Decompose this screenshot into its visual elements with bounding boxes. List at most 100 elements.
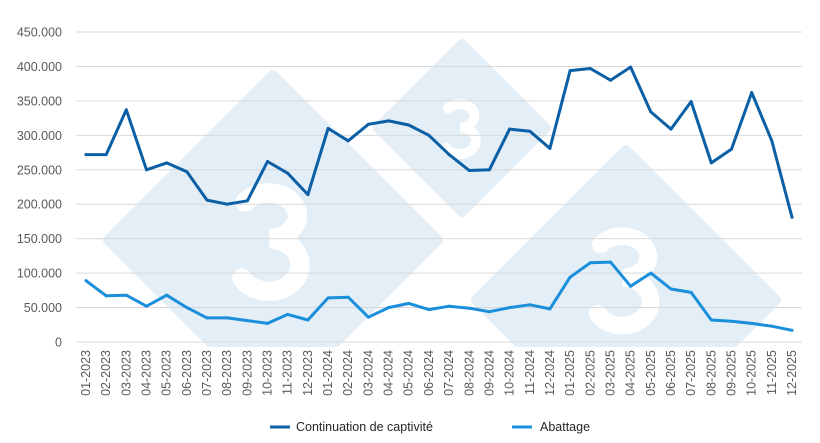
data-point: [709, 161, 713, 165]
data-point: [225, 316, 229, 320]
x-tick-label: 09-2023: [240, 350, 254, 396]
y-tick-label: 50.000: [24, 301, 62, 315]
x-tick-label: 10-2024: [503, 350, 517, 396]
data-point: [649, 110, 653, 114]
y-tick-label: 450.000: [17, 26, 62, 40]
data-point: [124, 293, 128, 297]
data-point: [508, 127, 512, 131]
data-point: [84, 279, 88, 283]
data-point: [84, 153, 88, 157]
data-point: [608, 78, 612, 82]
legend-label: Abattage: [540, 420, 590, 434]
series-line-continuation: [84, 65, 794, 219]
data-point: [548, 307, 552, 311]
data-point: [225, 202, 229, 206]
data-point: [366, 122, 370, 126]
data-point: [790, 215, 794, 219]
data-point: [286, 312, 290, 316]
data-point: [669, 127, 673, 131]
data-point: [306, 193, 310, 197]
data-point: [346, 139, 350, 143]
series-lines: [84, 65, 794, 332]
watermark-glyph-icon: [441, 99, 481, 160]
data-point: [104, 153, 108, 157]
x-tick-label: 06-2025: [664, 350, 678, 396]
x-tick-label: 12-2023: [301, 350, 315, 396]
x-tick-label: 09-2024: [482, 350, 496, 396]
data-point: [346, 295, 350, 299]
x-tick-label: 02-2024: [341, 350, 355, 396]
x-tick-label: 07-2023: [200, 350, 214, 396]
x-tick-label: 02-2025: [583, 350, 597, 396]
x-tick-label: 05-2025: [644, 350, 658, 396]
x-axis-ticks: 01-2023 02-2023 03-2023 04-2023 05-2023 06-20…: [79, 350, 799, 396]
x-tick-label: 07-2025: [684, 350, 698, 396]
data-point: [750, 91, 754, 95]
data-point: [366, 315, 370, 319]
y-axis-ticks: 0 50.000 100.000 150.000 200.000 250.000 300.0…: [17, 26, 62, 350]
x-tick-label: 06-2023: [180, 350, 194, 396]
data-point: [326, 126, 330, 130]
x-tick-label: 07-2024: [442, 350, 456, 396]
data-point: [467, 306, 471, 310]
x-tick-label: 04-2023: [140, 350, 154, 396]
data-point: [165, 293, 169, 297]
data-point: [528, 129, 532, 133]
data-point: [729, 319, 733, 323]
data-point: [245, 319, 249, 323]
legend-item: Abattage: [512, 420, 590, 434]
data-point: [124, 108, 128, 112]
x-tick-label: 05-2023: [160, 350, 174, 396]
data-point: [165, 161, 169, 165]
y-tick-label: 350.000: [17, 94, 62, 108]
gridlines: [76, 31, 802, 343]
x-tick-label: 11-2025: [765, 350, 779, 395]
x-tick-label: 02-2023: [99, 350, 113, 396]
data-point: [467, 168, 471, 172]
y-tick-label: 300.000: [17, 129, 62, 143]
data-point: [750, 321, 754, 325]
data-point: [427, 133, 431, 137]
x-tick-label: 03-2025: [603, 350, 617, 396]
watermark-logo: [103, 39, 781, 347]
y-tick-label: 200.000: [17, 198, 62, 212]
data-point: [306, 318, 310, 322]
x-tick-label: 04-2025: [624, 350, 638, 396]
x-tick-label: 08-2023: [220, 350, 234, 396]
y-tick-label: 400.000: [17, 60, 62, 74]
data-point: [629, 65, 633, 69]
data-point: [689, 100, 693, 104]
data-point: [427, 308, 431, 312]
data-point: [508, 306, 512, 310]
data-point: [669, 287, 673, 291]
x-tick-label: 11-2024: [523, 350, 537, 395]
data-point: [568, 275, 572, 279]
data-point: [387, 119, 391, 123]
x-tick-label: 04-2024: [382, 350, 396, 396]
data-point: [528, 303, 532, 307]
watermark-diamond: [471, 145, 781, 347]
data-point: [104, 294, 108, 298]
data-point: [790, 328, 794, 332]
data-point: [286, 171, 290, 175]
x-tick-label: 09-2025: [724, 350, 738, 396]
x-tick-label: 08-2024: [462, 350, 476, 396]
legend-item: Continuation de captivité: [270, 420, 433, 434]
y-tick-label: 150.000: [17, 232, 62, 246]
data-point: [447, 153, 451, 157]
x-tick-label: 12-2024: [543, 350, 557, 396]
x-tick-label: 12-2025: [785, 350, 799, 396]
data-point: [548, 146, 552, 150]
x-tick-label: 08-2025: [704, 350, 718, 396]
data-point: [185, 170, 189, 174]
data-point: [487, 168, 491, 172]
data-point: [326, 296, 330, 300]
data-point: [608, 260, 612, 264]
data-point: [407, 123, 411, 127]
data-point: [588, 67, 592, 71]
x-tick-label: 03-2024: [361, 350, 375, 396]
data-point: [407, 301, 411, 305]
x-tick-label: 10-2025: [745, 350, 759, 396]
data-point: [770, 139, 774, 143]
